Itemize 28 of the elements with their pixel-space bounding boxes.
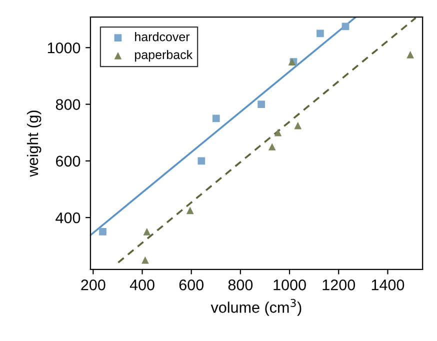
x-axis-title: volume (cm$^{3}$) (210, 298, 302, 316)
x-tick-label: 1400 (372, 280, 404, 290)
x-tick-label: 1200 (322, 280, 356, 290)
point (316, 30, 324, 38)
point (342, 22, 350, 30)
point (186, 206, 194, 214)
y-tick-label: 800 (56, 99, 80, 110)
point (406, 51, 414, 58)
point (294, 122, 302, 130)
point (258, 100, 265, 108)
legend-label: paperback (135, 50, 193, 62)
y-tick-label: 1000 (48, 42, 80, 54)
point (212, 114, 220, 122)
x-tick-label: 1000 (274, 280, 306, 290)
x-tick-label: 400 (130, 280, 154, 290)
x-tick-label: 200 (81, 280, 106, 290)
x-tick-label: 600 (179, 280, 204, 290)
y-axis-title: weight (g) (26, 110, 42, 177)
point (99, 228, 106, 236)
legend-label: hardcover (135, 32, 190, 42)
point (198, 157, 206, 165)
y-tick-label: 400 (56, 212, 80, 224)
point (143, 228, 151, 236)
x-tick-label: 800 (228, 280, 253, 290)
y-tick-label: 600 (56, 156, 80, 167)
point (274, 128, 282, 136)
point (142, 256, 149, 264)
point (268, 143, 276, 150)
